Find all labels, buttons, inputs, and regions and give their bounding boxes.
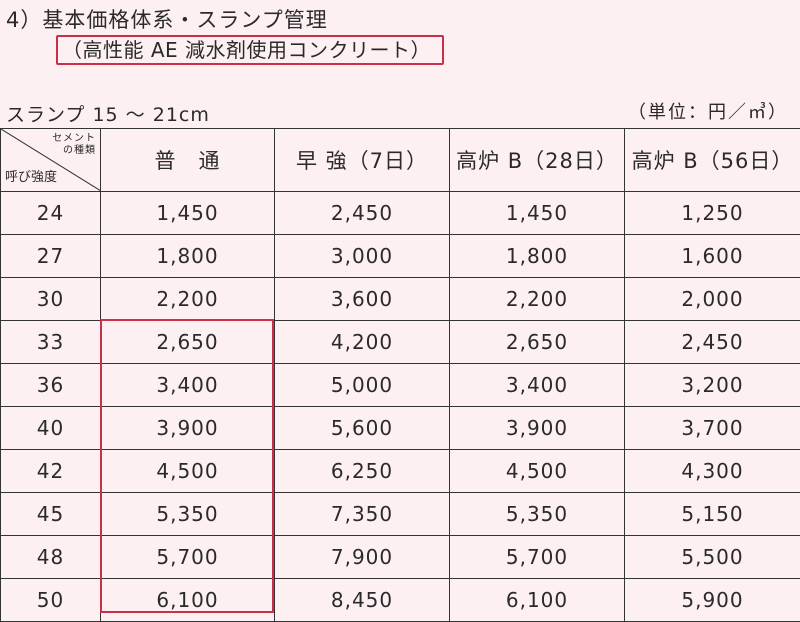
price-cell: 4,300 — [625, 450, 800, 493]
price-cell: 6,100 — [101, 579, 275, 622]
strength-cell: 24 — [1, 192, 101, 235]
price-cell: 6,250 — [275, 450, 450, 493]
price-cell: 5,350 — [101, 493, 275, 536]
corner-top-line1: セメント — [52, 133, 96, 145]
price-cell: 7,900 — [275, 536, 450, 579]
price-cell: 6,100 — [450, 579, 625, 622]
price-cell: 3,900 — [450, 407, 625, 450]
column-header-normal: 普 通 — [101, 129, 275, 192]
price-cell: 2,650 — [450, 321, 625, 364]
strength-cell: 40 — [1, 407, 101, 450]
corner-header-cell: セメント の種類 呼び強度 — [1, 129, 101, 192]
price-table: セメント の種類 呼び強度 普 通 早 強（7日） 高炉 B（28日） 高炉 B… — [0, 128, 800, 622]
price-cell: 2,450 — [275, 192, 450, 235]
price-cell: 4,200 — [275, 321, 450, 364]
price-cell: 3,400 — [450, 364, 625, 407]
price-cell: 3,900 — [101, 407, 275, 450]
price-cell: 3,700 — [625, 407, 800, 450]
price-cell: 4,500 — [450, 450, 625, 493]
price-cell: 1,250 — [625, 192, 800, 235]
strength-cell: 33 — [1, 321, 101, 364]
price-cell: 5,350 — [450, 493, 625, 536]
subtitle-highlight-box: （高性能 AE 減水剤使用コンクリート） — [56, 35, 444, 65]
price-cell: 5,600 — [275, 407, 450, 450]
price-cell: 5,700 — [450, 536, 625, 579]
corner-cement-type-label: セメント の種類 — [52, 133, 96, 157]
price-cell: 5,000 — [275, 364, 450, 407]
price-cell: 1,800 — [101, 235, 275, 278]
strength-cell: 45 — [1, 493, 101, 536]
price-cell: 3,600 — [275, 278, 450, 321]
strength-cell: 50 — [1, 579, 101, 622]
unit-label: （単位：円／㎥） — [628, 98, 788, 124]
price-cell: 2,450 — [625, 321, 800, 364]
corner-top-line2: の種類 — [52, 145, 96, 157]
column-header-blast-furnace-56: 高炉 B（56日） — [625, 129, 800, 192]
price-cell: 5,150 — [625, 493, 800, 536]
strength-cell: 30 — [1, 278, 101, 321]
corner-strength-label: 呼び強度 — [5, 166, 57, 185]
column-header-blast-furnace-28: 高炉 B（28日） — [450, 129, 625, 192]
price-cell: 1,800 — [450, 235, 625, 278]
price-cell: 4,500 — [101, 450, 275, 493]
price-cell: 1,600 — [625, 235, 800, 278]
price-cell: 3,400 — [101, 364, 275, 407]
price-cell: 2,200 — [450, 278, 625, 321]
price-cell: 7,350 — [275, 493, 450, 536]
page-title: 4）基本価格体系・スランプ管理 — [6, 4, 328, 34]
price-cell: 3,200 — [625, 364, 800, 407]
price-cell: 3,000 — [275, 235, 450, 278]
price-cell: 2,000 — [625, 278, 800, 321]
price-cell: 2,200 — [101, 278, 275, 321]
column-header-early-strength: 早 強（7日） — [275, 129, 450, 192]
price-cell: 5,900 — [625, 579, 800, 622]
table-header-row: セメント の種類 呼び強度 普 通 早 強（7日） 高炉 B（28日） 高炉 B… — [1, 129, 800, 192]
strength-cell: 36 — [1, 364, 101, 407]
slump-label: スランプ 15 ～ 21cm — [6, 100, 210, 127]
price-cell: 1,450 — [450, 192, 625, 235]
price-cell: 5,700 — [101, 536, 275, 579]
price-cell: 5,500 — [625, 536, 800, 579]
strength-cell: 42 — [1, 450, 101, 493]
price-cell: 1,450 — [101, 192, 275, 235]
price-cell: 8,450 — [275, 579, 450, 622]
strength-cell: 48 — [1, 536, 101, 579]
price-cell: 2,650 — [101, 321, 275, 364]
strength-cell: 27 — [1, 235, 101, 278]
